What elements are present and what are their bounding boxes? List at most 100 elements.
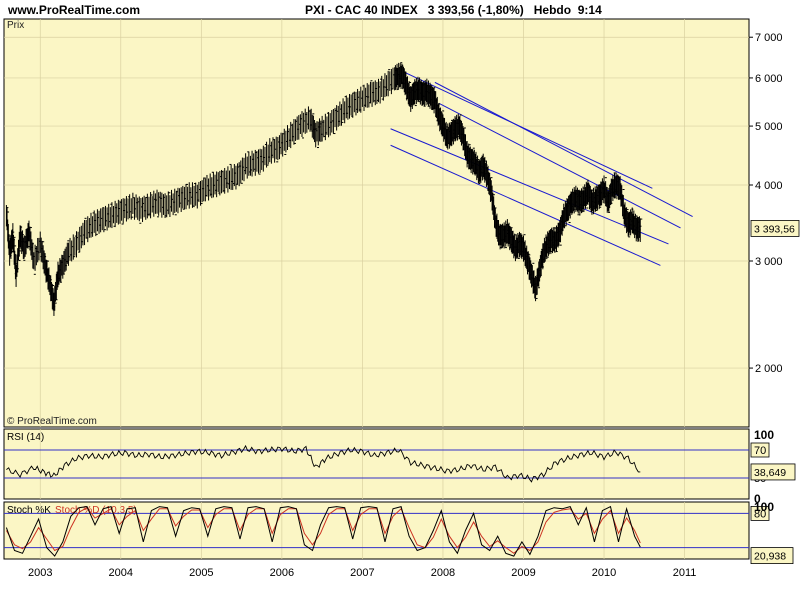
price-bar [203,177,206,202]
price-bar [121,199,124,225]
price-bar [66,240,70,264]
price-bar [423,81,426,107]
rsi-panel [3,428,750,500]
rsi-tick-label: 0 [754,492,761,506]
y-tick-label: 5 000 [755,121,783,133]
site-url[interactable]: www.ProRealTime.com [7,3,140,17]
price-bar [598,184,602,210]
price-bar [504,225,507,249]
stoch-level-box [750,505,770,521]
price-bar [167,191,171,215]
x-tick-label: 2009 [511,567,535,579]
price-bar [211,171,214,199]
price-bar [403,68,407,93]
y-tick-label: 3 000 [755,256,783,268]
price-bar [275,136,279,163]
price-bar [510,226,513,249]
price-bar [414,79,417,107]
price-bar [101,207,105,231]
regression-channel [390,70,693,266]
price-bar [46,260,50,282]
price-bar [537,267,540,289]
price-panel-label: Prix [7,20,24,31]
stoch-last-value-box [750,547,794,564]
price-bar [427,84,430,107]
price-bar [636,216,640,242]
stoch-tick-label: 80 [754,508,766,520]
stoch-k-line [5,505,641,557]
price-bar [301,111,304,139]
rsi-level-box [750,442,770,458]
price-bar [387,69,391,97]
channel-line-3 [438,102,681,229]
price-bar [41,240,45,263]
price-bar [72,234,76,260]
rsi-tick-label: 100 [754,428,774,442]
price-bar [51,283,55,310]
y-tick-label: 7 000 [755,32,783,44]
price-bar [535,275,538,302]
axes: 2003 2004 2005 2006 2007 2008 2009 2010 2011 2 00… [28,32,800,579]
rsi-series [4,444,749,483]
price-bar [585,181,589,209]
price-bar [29,226,32,251]
price-bar [103,207,106,233]
price-bar [626,207,629,234]
price-bar [293,118,296,145]
price-last-value-box [750,220,800,237]
channel-line-4 [390,128,669,245]
price-bar [6,207,10,231]
y-tick-label: 4 000 [755,180,783,192]
price-bar [174,188,177,216]
price-bar [546,236,549,260]
price-bar [340,104,344,126]
price-bar [229,163,232,190]
price-bar [517,232,520,259]
price-bar [13,234,16,253]
x-tick-label: 2004 [109,567,133,579]
x-tick-label: 2010 [592,567,616,579]
price-bar [531,262,535,287]
x-tick-label: 2011 [673,567,697,579]
price-bar [84,217,87,246]
price-bar [634,213,638,235]
price-bar [527,251,531,272]
channel-line-2 [434,81,693,217]
price-bar [316,121,319,149]
price-bar [396,63,400,91]
price-bar [622,188,625,217]
price-bar [450,119,453,147]
watermark: © ProRealTime.com [7,416,97,427]
price-bar [369,80,373,104]
gridlines [4,19,749,559]
price-bar [95,213,98,237]
price-bar [311,113,315,138]
price-bar [604,177,607,204]
x-tick-label: 2005 [189,567,213,579]
stoch-k-label: Stoch %K [7,505,51,516]
price-bar [559,220,562,246]
y-tick-label: 2 000 [755,363,783,375]
price-bar [22,237,26,261]
y-tick-label: 6 000 [755,73,783,85]
price-bar [240,160,243,184]
rsi-panel-label: RSI (14) [7,432,44,443]
x-tick-label: 2008 [431,567,455,579]
rsi-line [6,444,641,483]
price-bar [489,177,493,202]
price-bar [17,239,21,261]
price-bar [33,252,36,275]
price-bar [13,238,17,265]
price-bar [283,128,287,155]
price-bar [568,195,571,223]
chart-title: PXI - CAC 40 INDEX 3 393,56 (-1,80%) Heb… [305,3,602,17]
price-bar [18,231,22,257]
price-bar [258,149,261,175]
price-bar [607,191,611,213]
x-tick-label: 2006 [270,567,294,579]
price-bar [522,234,526,262]
price-bar [627,212,631,238]
price-bar [150,192,153,219]
price-bar [399,62,403,87]
